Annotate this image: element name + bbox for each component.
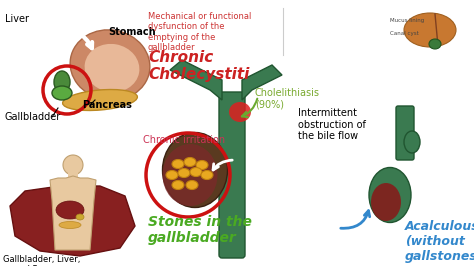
Text: Gallbladder: Gallbladder	[5, 112, 61, 122]
Ellipse shape	[76, 214, 84, 220]
Ellipse shape	[166, 171, 178, 180]
FancyBboxPatch shape	[68, 169, 78, 179]
FancyBboxPatch shape	[396, 106, 414, 160]
Text: Mechanical or functional
dysfunction of the
emptying of the
gallbladder: Mechanical or functional dysfunction of …	[148, 12, 251, 52]
Ellipse shape	[63, 90, 137, 110]
Ellipse shape	[184, 157, 196, 167]
Ellipse shape	[404, 13, 456, 47]
Ellipse shape	[178, 168, 190, 177]
Polygon shape	[242, 65, 282, 100]
FancyBboxPatch shape	[219, 92, 245, 258]
Ellipse shape	[84, 44, 139, 92]
Ellipse shape	[172, 181, 184, 189]
Ellipse shape	[229, 102, 251, 122]
Ellipse shape	[59, 222, 81, 228]
Polygon shape	[50, 176, 96, 250]
Ellipse shape	[371, 183, 401, 221]
Ellipse shape	[201, 171, 213, 180]
Text: Pancreas: Pancreas	[82, 100, 132, 110]
Ellipse shape	[52, 86, 72, 100]
Text: Stomach: Stomach	[108, 27, 155, 37]
Polygon shape	[10, 186, 135, 256]
Text: Cholelithiasis
(90%): Cholelithiasis (90%)	[255, 88, 320, 110]
Ellipse shape	[163, 132, 228, 207]
Ellipse shape	[404, 131, 420, 153]
Ellipse shape	[163, 144, 218, 206]
Text: Chronic irritation: Chronic irritation	[143, 135, 225, 145]
Text: Mucus lining: Mucus lining	[390, 18, 424, 23]
Text: Gallbladder, Liver,
and Pancreas: Gallbladder, Liver, and Pancreas	[3, 255, 81, 266]
Ellipse shape	[369, 168, 411, 222]
Text: Liver: Liver	[5, 14, 29, 24]
Text: Chronic
Cholecystiti: Chronic Cholecystiti	[148, 50, 249, 82]
Ellipse shape	[54, 71, 70, 93]
Polygon shape	[170, 60, 222, 100]
Ellipse shape	[186, 181, 198, 189]
Ellipse shape	[172, 160, 184, 168]
Ellipse shape	[70, 30, 150, 100]
Ellipse shape	[56, 201, 84, 219]
Ellipse shape	[429, 39, 441, 49]
Circle shape	[63, 155, 83, 175]
Text: Intermittent
obstruction of
the bile flow: Intermittent obstruction of the bile flo…	[298, 108, 366, 141]
Ellipse shape	[196, 160, 208, 169]
Ellipse shape	[190, 168, 202, 177]
Text: Acalculous
(without
gallstones).: Acalculous (without gallstones).	[405, 220, 474, 263]
Text: Stones in the
gallbladder: Stones in the gallbladder	[148, 215, 252, 245]
Text: Canal cyst: Canal cyst	[390, 31, 419, 36]
